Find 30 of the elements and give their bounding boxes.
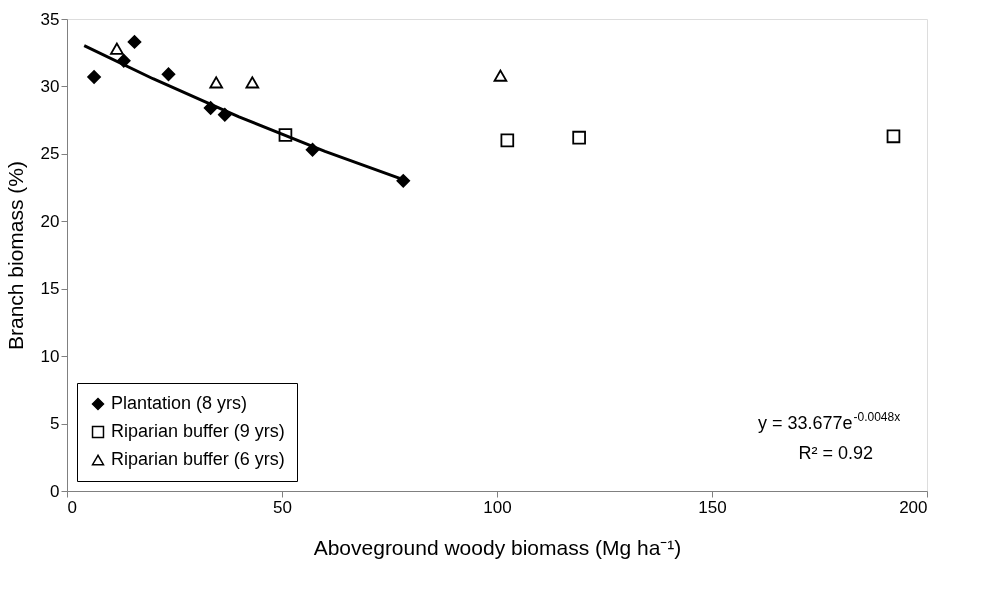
y-tick-label: 5 [50, 414, 60, 434]
y-tick-label: 0 [50, 481, 60, 501]
point [493, 69, 508, 82]
point [245, 76, 260, 89]
point [87, 70, 101, 84]
y-tick-label: 35 [40, 9, 60, 29]
y-tick-label: 20 [40, 211, 60, 231]
point [110, 42, 124, 55]
x-axis-title: Aboveground woody biomass (Mg ha⁻¹) [313, 535, 682, 559]
point [209, 76, 224, 89]
x-tick-label: 200 [899, 497, 928, 517]
y-tick-label: 30 [40, 76, 60, 96]
y-tick-label: 25 [40, 144, 60, 164]
point [886, 129, 901, 144]
legend-label: Riparian buffer (6 yrs) [111, 449, 285, 469]
x-tick-label: 0 [67, 497, 77, 517]
point [500, 133, 515, 148]
annotation: R² = 0.92 [798, 443, 873, 463]
point [127, 35, 142, 49]
point [161, 67, 176, 82]
point [572, 130, 586, 145]
point [278, 128, 293, 142]
y-tick-label: 10 [40, 346, 60, 366]
x-tick-label: 50 [273, 497, 292, 517]
y-axis-title: Branch biomass (%) [3, 160, 27, 351]
legend-label: Riparian buffer (9 yrs) [111, 421, 285, 441]
y-tick-label: 15 [40, 279, 60, 299]
x-tick-label: 150 [698, 497, 727, 517]
legend-label: Plantation (8 yrs) [111, 393, 248, 413]
x-tick-label: 100 [483, 497, 512, 517]
